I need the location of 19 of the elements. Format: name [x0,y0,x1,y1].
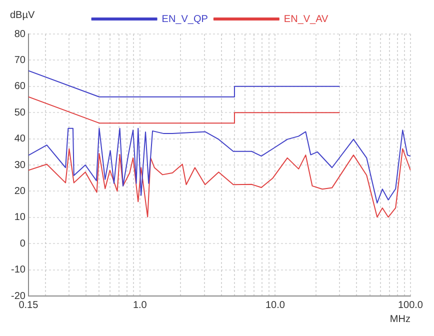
x-tick-label: 0.15 [18,300,39,311]
y-tick-label: -10 [11,264,26,276]
y-tick-label: 30 [14,160,26,171]
y-tick-label: 70 [14,54,26,66]
x-tick-label: 10.0 [265,300,286,311]
y-tick-label: -20 [11,290,26,302]
x-axis-title: MHz [390,314,410,325]
x-tick-label: 1.0 [132,300,148,311]
y-tick-label: 20 [14,186,26,197]
y-tick-label: 80 [14,28,26,40]
x-tick-label: 100.0 [398,300,424,311]
y-tick-label: 40 [14,134,26,145]
text: EN_V_AV [284,14,329,25]
y-axis-title: dBµV [10,10,35,21]
y-tick-label: 0 [20,238,26,250]
y-tick-label: 10 [14,212,26,224]
y-tick-label: 50 [14,107,26,118]
y-tick-label: 60 [14,81,26,92]
text: EN_V_QP [162,14,208,25]
